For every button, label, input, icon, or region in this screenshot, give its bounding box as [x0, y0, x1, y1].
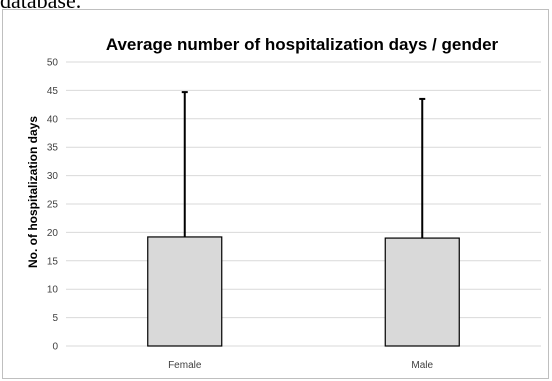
- y-tick-labels: 0 5 10 15 20 25 30 35 40 45 50: [47, 58, 59, 353]
- y-tick-label: 20: [47, 228, 59, 239]
- y-tick-label: 10: [47, 285, 59, 296]
- x-tick-label-female: Female: [168, 360, 202, 371]
- gridlines: [66, 61, 541, 347]
- y-axis-label: No. of hospitalization days: [26, 116, 40, 268]
- x-tick-label-male: Male: [411, 360, 433, 371]
- y-tick-label: 0: [52, 342, 58, 353]
- y-tick-label: 40: [47, 114, 59, 125]
- error-bars: [181, 91, 426, 239]
- y-tick-label: 35: [47, 143, 59, 154]
- bars: [147, 236, 460, 347]
- x-tick-labels: Female Male: [168, 360, 433, 371]
- y-tick-label: 5: [52, 313, 58, 324]
- bar-female: [147, 236, 223, 347]
- y-tick-label: 30: [47, 171, 59, 182]
- y-tick-label: 50: [47, 58, 59, 69]
- y-tick-label: 15: [47, 256, 59, 267]
- y-tick-label: 45: [47, 86, 59, 97]
- y-tick-label: 25: [47, 200, 59, 211]
- chart-title: Average number of hospitalization days /…: [106, 35, 499, 54]
- bar-male: [384, 237, 460, 347]
